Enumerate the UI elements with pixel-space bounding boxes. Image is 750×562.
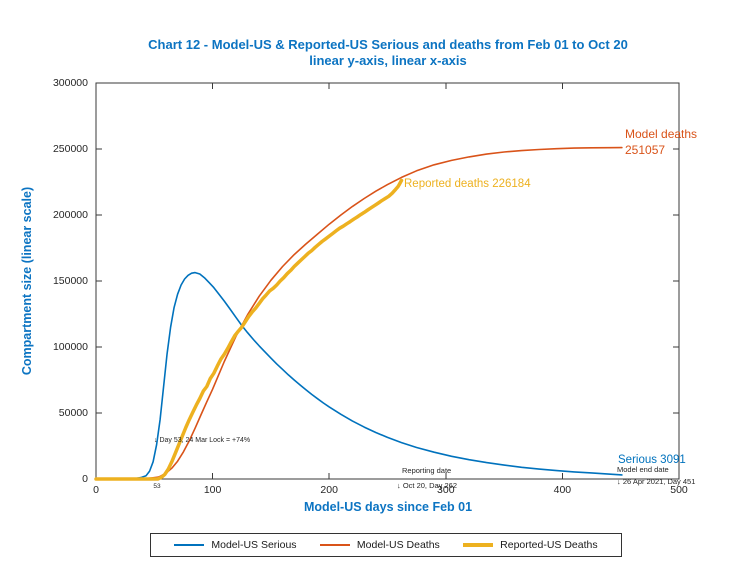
lockdown-annotation: ↓ Day 53, 24 Mar Lock = +74% — [154, 437, 251, 444]
x-tick-label: 0 — [93, 484, 99, 496]
x-tick-label: 500 — [670, 484, 688, 496]
model-deaths-annotation-line2: 251057 — [625, 143, 666, 157]
serious-annotation: Serious 3091 — [618, 454, 686, 466]
legend-label-reported-deaths: Reported-US Deaths — [500, 539, 598, 551]
model-us-deaths-line — [95, 146, 623, 480]
legend-line-sample-model-deaths — [319, 544, 350, 546]
y-tick-label: 300000 — [52, 77, 88, 89]
model-us-serious-line — [95, 271, 623, 480]
legend-item-model-deaths: Model-US Deaths — [319, 539, 440, 551]
legend-item-reported-deaths: Reported-US Deaths — [463, 539, 598, 551]
x-tick-label: 100 — [203, 484, 222, 496]
legend-line-sample-reported-deaths — [463, 543, 494, 547]
reporting-date-annotation: Reporting date — [402, 466, 452, 475]
chart-title-line2: linear y-axis, linear x-axis — [309, 53, 467, 68]
y-tick-label: 150000 — [52, 275, 88, 287]
y-tick-label: 250000 — [52, 143, 88, 155]
x-tick-label: 200 — [320, 484, 338, 496]
chart-title-line1: Chart 12 - Model-US & Reported-US Seriou… — [148, 37, 628, 52]
y-tick-label: 100000 — [52, 341, 88, 353]
legend-label-model-serious: Model-US Serious — [211, 539, 297, 551]
y-tick-label: 0 — [82, 473, 88, 485]
legend: Model-US Serious Model-US Deaths Reporte… — [150, 533, 622, 557]
model-deaths-annotation: Model deaths 251057 — [625, 126, 697, 158]
y-tick-label: 50000 — [58, 407, 88, 419]
model-end-date-annotation: Model end date — [617, 465, 669, 474]
x-axis-label: Model-US days since Feb 01 — [303, 500, 473, 514]
legend-item-model-serious: Model-US Serious — [174, 539, 297, 551]
reporting-date-value: ↓ Oct 20, Day 262 — [397, 481, 458, 490]
model-deaths-annotation-line1: Model deaths — [625, 127, 698, 141]
legend-line-sample-model-serious — [174, 544, 205, 546]
y-tick-label: 200000 — [52, 209, 88, 221]
reported-us-deaths-line — [94, 178, 404, 481]
x-tick-label: 400 — [553, 484, 572, 496]
model-end-date-value: ↓ 26 Apr 2021, Day 451 — [617, 477, 696, 486]
x-tick-label: 300 — [437, 484, 455, 496]
day-53-tick-label: 53 — [153, 483, 161, 490]
reported-deaths-annotation: Reported deaths 226184 — [404, 178, 531, 190]
legend-label-model-deaths: Model-US Deaths — [356, 539, 440, 551]
